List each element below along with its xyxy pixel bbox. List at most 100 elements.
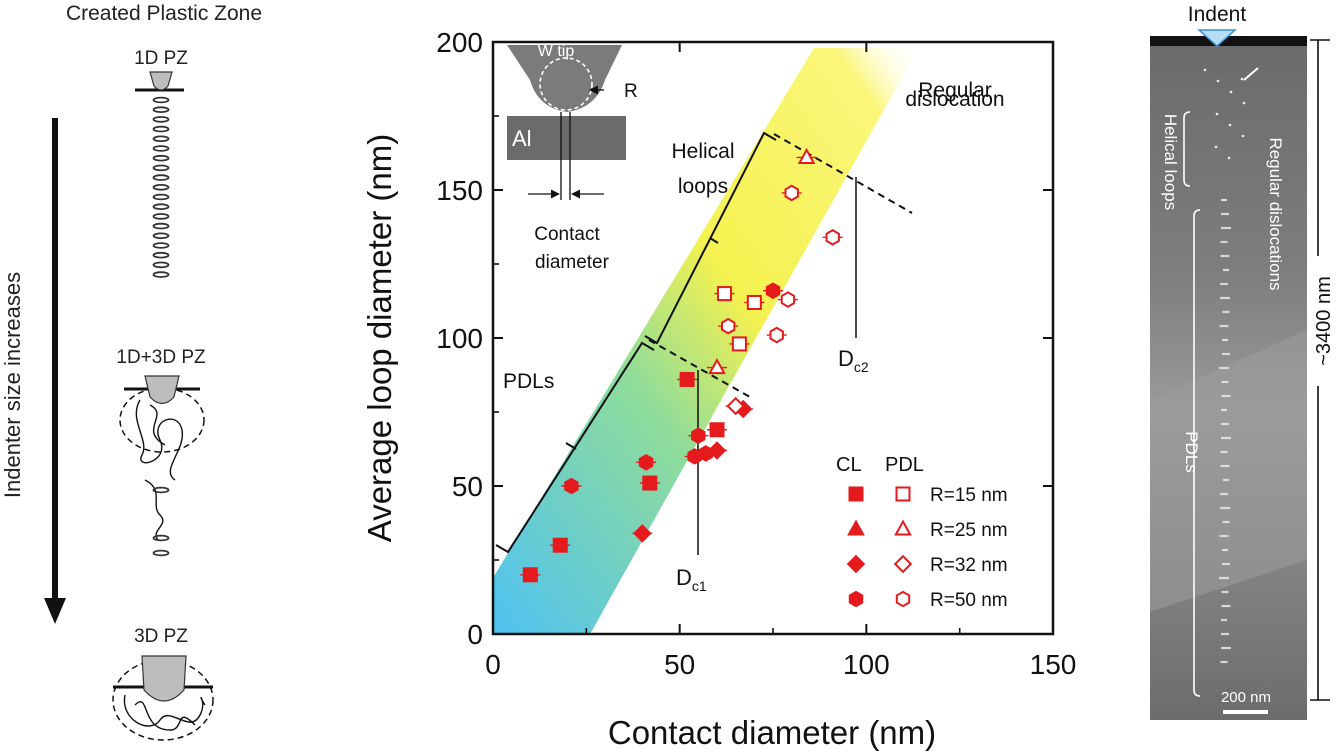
tem-speck: [1229, 90, 1233, 94]
indenter-size-arrow-head: [44, 598, 66, 624]
data-point: [564, 477, 579, 495]
inset-radius-label: R: [624, 81, 638, 102]
dislocation-loop-icon: [152, 184, 170, 191]
tem-bright-band: [1150, 330, 1307, 612]
y-tick-label: 150: [436, 175, 483, 206]
tem-speck: [1216, 79, 1220, 83]
pdls-tem-label: PDLs: [1182, 431, 1201, 473]
stage-1d-label: 1D PZ: [134, 48, 188, 69]
inset-tip-label: W tip: [538, 43, 575, 60]
data-points: [520, 147, 843, 583]
dislocation-loop-icon: [152, 106, 170, 113]
dislocation-loop-icon: [152, 145, 170, 152]
inset-contact-label-2: diameter: [535, 252, 610, 273]
dc2-boundary: [773, 133, 913, 214]
inset-contact-label-1: Contact: [534, 224, 600, 245]
data-point: [709, 422, 725, 438]
x-tick-label: 0: [485, 649, 501, 680]
stage-1d3d-indenter-icon: [144, 375, 180, 405]
data-point: [642, 475, 658, 491]
dislocation-loop-icon: [152, 116, 170, 123]
legend-label: R=32 nm: [930, 555, 1008, 576]
tem-dislocation-dashes: [1203, 68, 1246, 664]
dislocation-loop-icon: [152, 222, 170, 230]
regular-dislocation-label-1: Regular: [918, 79, 992, 102]
stage-1d-indenter-icon: [149, 71, 173, 91]
legend-marker-pdl: [895, 486, 911, 502]
pdls-brace: [1193, 209, 1201, 697]
inset-image: W tip Al R Contact diameter: [506, 43, 638, 273]
helical-loops-label-2: loops: [678, 175, 728, 198]
data-point: [797, 147, 816, 164]
stage-3d-indenter-icon: [141, 655, 187, 702]
data-point: [731, 336, 747, 352]
data-point: [698, 445, 713, 462]
legend-label: R=25 nm: [930, 520, 1008, 541]
legend-label: R=50 nm: [930, 590, 1008, 611]
legend-marker-cl: [848, 486, 864, 502]
indenter-size-arrow-label: Indenter size increases: [0, 272, 25, 498]
data-point: [638, 454, 654, 471]
regular-arrow: [1243, 67, 1259, 81]
legend-marker-cl: [847, 519, 865, 536]
helical-loops-label-1: Helical: [671, 140, 734, 163]
scale-bar-label: 200 nm: [1221, 689, 1271, 706]
axis-ticks: 0 50 100 150 0 50 100 150 200: [436, 27, 1076, 680]
legend-label: R=15 nm: [930, 485, 1008, 506]
legend-col-cl: CL: [836, 454, 862, 476]
left-panel-title: Created Plastic Zone: [66, 2, 262, 25]
helical-loops-brace: [1183, 111, 1191, 187]
tem-top-surface: [1150, 36, 1307, 46]
y-tick-label: 100: [436, 323, 483, 354]
data-point: [746, 294, 762, 310]
stage-1d3d-loops: [152, 486, 170, 557]
stage-3d-label: 3D PZ: [134, 626, 188, 647]
inset-material-label: Al: [512, 126, 532, 151]
dislocation-loop-icon: [152, 193, 170, 201]
data-point: [825, 229, 840, 246]
data-point: [522, 567, 538, 583]
dislocation-loop-icon: [152, 154, 170, 162]
x-tick-label: 50: [664, 649, 695, 680]
data-point: [691, 427, 706, 444]
right-panel: Indent Helical loops Regular dislocation…: [1150, 3, 1335, 720]
tem-speck: [1228, 123, 1232, 127]
legend-marker-pdl: [895, 590, 911, 608]
tem-speck: [1214, 145, 1218, 149]
legend-marker-pdl: [893, 554, 913, 574]
legend-marker-pdl: [894, 519, 912, 536]
dc1-boundary: [648, 339, 751, 398]
dislocation-loop-icon: [152, 213, 170, 220]
data-point: [552, 537, 568, 553]
dc1-label: Dc1: [676, 565, 707, 594]
stage-1d-loops: [152, 96, 170, 278]
inset-tip: [507, 45, 622, 112]
length-label: ~3400 nm: [1313, 276, 1335, 366]
dislocation-loop-icon: [152, 271, 170, 278]
stage-3d-tangles: [123, 694, 206, 731]
dislocation-loop-icon: [152, 261, 170, 269]
data-point: [708, 358, 726, 375]
dc2-label: Dc2: [838, 346, 869, 375]
data-point: [769, 326, 784, 344]
regular-dislocation-label-2: dislocation: [905, 88, 1004, 111]
left-panel: Created Plastic Zone Indenter size incre…: [0, 2, 262, 741]
y-tick-label: 50: [452, 471, 483, 502]
tem-speck: [1241, 134, 1245, 138]
data-point: [765, 282, 781, 299]
dislocation-loop-icon: [152, 203, 170, 211]
legend-col-pdl: PDL: [885, 454, 924, 476]
inset-tip-radius-circle: [539, 57, 593, 111]
x-tick-label: 100: [843, 649, 890, 680]
chart: 0 50 100 150 0 50 100 150 200 Contact diameter (…: [361, 27, 1076, 751]
y-axis-label: Average loop diameter (nm): [361, 134, 398, 542]
tem-speck: [1203, 68, 1207, 72]
dislocation-loop-icon: [152, 549, 170, 557]
stage-1d3d-tangles: [135, 399, 184, 541]
regular-dislocations-tem-label: Regular dislocations: [1266, 137, 1285, 290]
stage-1d3d-label: 1D+3D PZ: [116, 347, 206, 368]
indent-marker: [1197, 29, 1237, 48]
y-tick-label: 0: [467, 619, 483, 650]
dislocation-loop-icon: [152, 125, 170, 133]
